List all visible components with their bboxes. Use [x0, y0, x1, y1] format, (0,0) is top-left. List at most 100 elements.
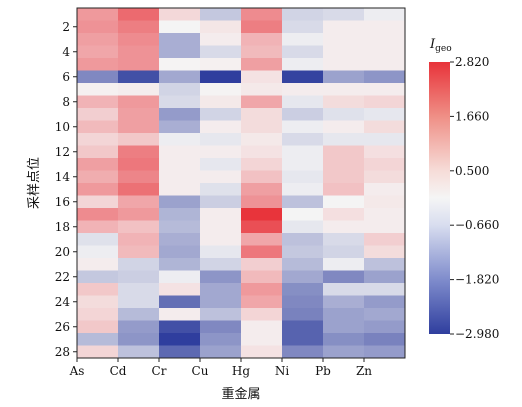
heatmap-cell [323, 195, 365, 209]
heatmap-cell [282, 33, 324, 46]
heatmap-cell [159, 183, 201, 196]
heatmap-cell [159, 20, 201, 34]
heatmap-cell [200, 108, 242, 121]
heatmap-cell [77, 245, 119, 259]
heatmap-cell [241, 245, 283, 259]
heatmap-cell [323, 270, 365, 284]
heatmap-cell [77, 58, 119, 71]
x-tick-label: Cu [192, 364, 209, 378]
heatmap-cell [200, 83, 242, 96]
x-tick-label: Ni [275, 364, 290, 378]
y-tick-label: 18 [55, 220, 70, 234]
heatmap-cell [200, 58, 242, 71]
heatmap-cell [364, 20, 406, 34]
heatmap-cell [118, 308, 160, 321]
heatmap-cell [200, 333, 242, 346]
colorbar-title: Igeo [429, 37, 452, 54]
heatmap-cell [323, 308, 365, 321]
x-tick-label: Cd [110, 364, 127, 378]
heatmap-cell [282, 208, 324, 221]
heatmap-cell [282, 45, 324, 59]
heatmap-cell [364, 45, 406, 59]
heatmap-cell [118, 145, 160, 159]
y-tick-label: 24 [55, 295, 71, 309]
heatmap-cell [282, 145, 324, 159]
heatmap-cell [241, 345, 283, 359]
heatmap-cell [364, 233, 406, 246]
heatmap-cell [323, 33, 365, 46]
heatmap-cell [282, 58, 324, 71]
heatmap-cell [282, 170, 324, 184]
heatmap-cell [200, 95, 242, 109]
heatmap-cell [241, 183, 283, 196]
heatmap-cell [241, 70, 283, 84]
colorbar: Igeo 2.820 1.660 0.500 −0.660 −1.820 −2.980 [429, 37, 499, 341]
heatmap-cell [200, 270, 242, 284]
heatmap-cell [118, 195, 160, 209]
heatmap-cell [200, 145, 242, 159]
x-tick-label: Cr [152, 364, 167, 378]
heatmap-cell [118, 158, 160, 171]
y-tick-label: 26 [55, 320, 70, 334]
heatmap-cell [364, 158, 406, 171]
heatmap-cell [241, 295, 283, 309]
heatmap-cell [323, 95, 365, 109]
heatmap-cell [323, 183, 365, 196]
heatmap-cell [77, 8, 119, 21]
heatmap-cell [118, 295, 160, 309]
heatmap-cell [241, 283, 283, 296]
heatmap-cell [159, 70, 201, 84]
heatmap-cell [77, 233, 119, 246]
heatmap-cell [200, 233, 242, 246]
heatmap-cell [159, 195, 201, 209]
heatmap-cell [200, 295, 242, 309]
colorbar-tick-label: 1.660 [455, 109, 489, 123]
heatmap-cell [282, 245, 324, 259]
heatmap-cell [159, 308, 201, 321]
heatmap-cell [364, 133, 406, 146]
heatmap-cell [364, 258, 406, 271]
heatmap-cell [323, 320, 365, 334]
y-tick-label: 8 [62, 95, 70, 109]
heatmap-cell [118, 320, 160, 334]
colorbar-tick-label: 0.500 [455, 164, 489, 178]
heatmap-cell [200, 183, 242, 196]
heatmap-cell [282, 195, 324, 209]
heatmap-cell [118, 333, 160, 346]
heatmap-cell [200, 208, 242, 221]
y-tick-label: 10 [55, 120, 70, 134]
heatmap-cell [77, 345, 119, 359]
colorbar-tick-label: 2.820 [455, 55, 489, 69]
heatmap-cell [282, 108, 324, 121]
heatmap-cell [200, 345, 242, 359]
heatmap-cell [282, 183, 324, 196]
heatmap-cell [364, 170, 406, 184]
heatmap-cell [282, 283, 324, 296]
heatmap-cell [364, 345, 406, 359]
heatmap-cell [241, 270, 283, 284]
heatmap-cell [282, 320, 324, 334]
heatmap-cell [118, 220, 160, 234]
heatmap-cell [323, 283, 365, 296]
heatmap-cell [323, 108, 365, 121]
heatmap-cell [159, 108, 201, 121]
heatmap-cell [323, 295, 365, 309]
heatmap-cell [200, 133, 242, 146]
heatmap-cell [159, 295, 201, 309]
heatmap-cell [323, 345, 365, 359]
heatmap-cell [364, 195, 406, 209]
heatmap-cell [118, 20, 160, 34]
heatmap-cell [200, 258, 242, 271]
heatmap-cell [159, 145, 201, 159]
heatmap-cell [118, 120, 160, 134]
heatmap-cell [118, 345, 160, 359]
heatmap-cell [323, 45, 365, 59]
heatmap-cell [159, 258, 201, 271]
heatmap-cell [200, 308, 242, 321]
heatmap-cell [200, 283, 242, 296]
y-tick-label: 4 [62, 45, 70, 59]
heatmap-cell [118, 33, 160, 46]
heatmap-cell [241, 208, 283, 221]
colorbar-tick-label: −2.980 [455, 327, 499, 341]
